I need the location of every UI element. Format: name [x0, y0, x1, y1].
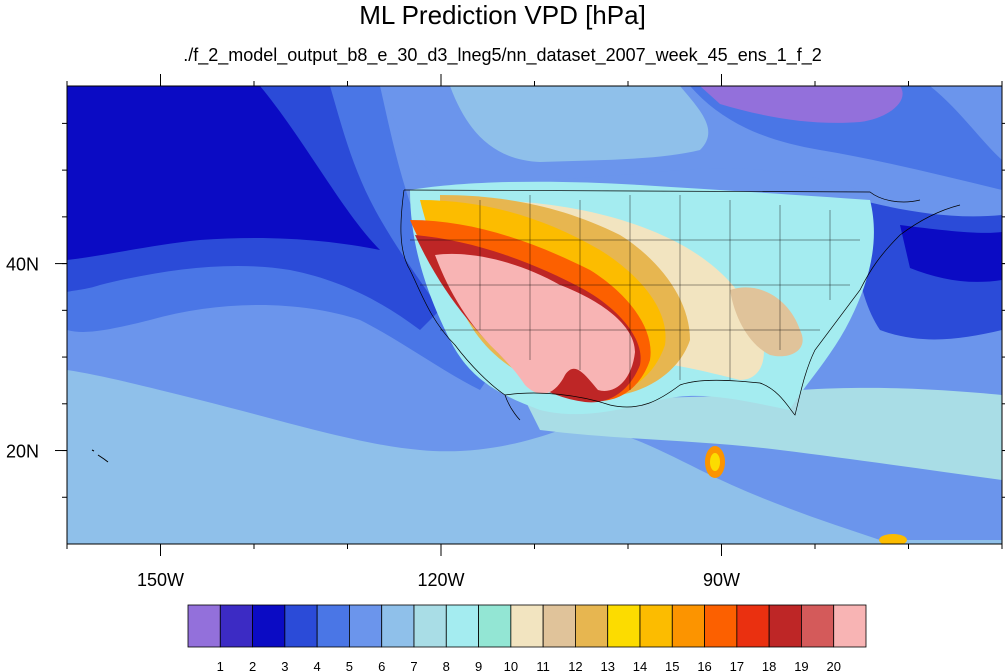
colorbar-swatch [284, 604, 318, 648]
colorbar-label: 15 [665, 659, 679, 672]
colorbar-label: 5 [346, 659, 353, 672]
colorbar-label: 13 [600, 659, 614, 672]
x-tick-label: 150W [137, 570, 184, 590]
hawaii-islands [91, 449, 109, 463]
colorbar-swatch [349, 604, 383, 648]
chart-title: ML Prediction VPD [hPa] [359, 0, 646, 30]
y-tick-label: 40N [6, 255, 39, 275]
colorbar-label: 3 [281, 659, 288, 672]
colorbar-swatch [252, 604, 286, 648]
colorbar-swatch [639, 604, 673, 648]
colorbar-swatch [736, 604, 770, 648]
colorbar-swatch [575, 604, 609, 648]
colorbar-swatch [704, 604, 738, 648]
field-level-7-gulf [520, 387, 1002, 480]
colorbar-label: 2 [249, 659, 256, 672]
colorbar-swatch [187, 604, 221, 648]
hotspot-sa [879, 534, 907, 544]
colorbar-label: 14 [633, 659, 647, 672]
colorbar-label: 19 [794, 659, 808, 672]
colorbar-label: 12 [568, 659, 582, 672]
map-axes: 150W 120W 90W 40N 20N [6, 74, 1005, 590]
map-boundaries [91, 189, 961, 463]
field-level-20 [435, 253, 635, 394]
colorbar-swatch [478, 604, 512, 648]
colorbar-label: 18 [762, 659, 776, 672]
colorbar-label: 8 [443, 659, 450, 672]
colorbar-swatch [801, 604, 835, 648]
state-lines-horizontal [410, 239, 860, 331]
west-coastline [400, 189, 521, 421]
colorbar-label: 17 [730, 659, 744, 672]
vpd-field [67, 86, 1002, 544]
hotspot-caribbean-core [710, 453, 720, 471]
colorbar-swatch [768, 604, 802, 648]
field-level-2 [67, 86, 380, 260]
x-tick-label: 90W [703, 570, 740, 590]
colorbar-swatch [671, 604, 705, 648]
colorbar: 1 2 3 4 5 6 7 8 9 10 11 12 13 14 15 16 17 18 19 20 [187, 604, 867, 672]
y-tick-label: 20N [6, 442, 39, 462]
colorbar-label: 10 [504, 659, 518, 672]
colorbar-swatch [316, 604, 350, 648]
field-level-12-east [730, 287, 803, 357]
colorbar-swatch [381, 604, 415, 648]
field-level-1-north [700, 86, 903, 123]
field-level-2-east [900, 225, 1002, 282]
us-canada-border [403, 189, 921, 203]
colorbar-label: 16 [697, 659, 711, 672]
colorbar-swatch [510, 604, 544, 648]
x-tick-label: 120W [417, 570, 464, 590]
colorbar-swatch [413, 604, 447, 648]
colorbar-swatch [607, 604, 641, 648]
gulf-east-coastline [504, 204, 961, 416]
colorbar-label: 1 [217, 659, 224, 672]
colorbar-label: 9 [475, 659, 482, 672]
colorbar-label: 7 [410, 659, 417, 672]
chart-subtitle: ./f_2_model_output_b8_e_30_d3_lneg5/nn_d… [183, 45, 822, 65]
colorbar-label: 6 [378, 659, 385, 672]
colorbar-swatch [833, 604, 867, 648]
colorbar-swatch [219, 604, 253, 648]
colorbar-swatch [542, 604, 576, 648]
colorbar-label: 20 [826, 659, 840, 672]
field-level-6-north [450, 86, 709, 162]
colorbar-swatch [445, 604, 479, 648]
colorbar-label: 4 [314, 659, 321, 672]
colorbar-label: 11 [536, 659, 550, 672]
